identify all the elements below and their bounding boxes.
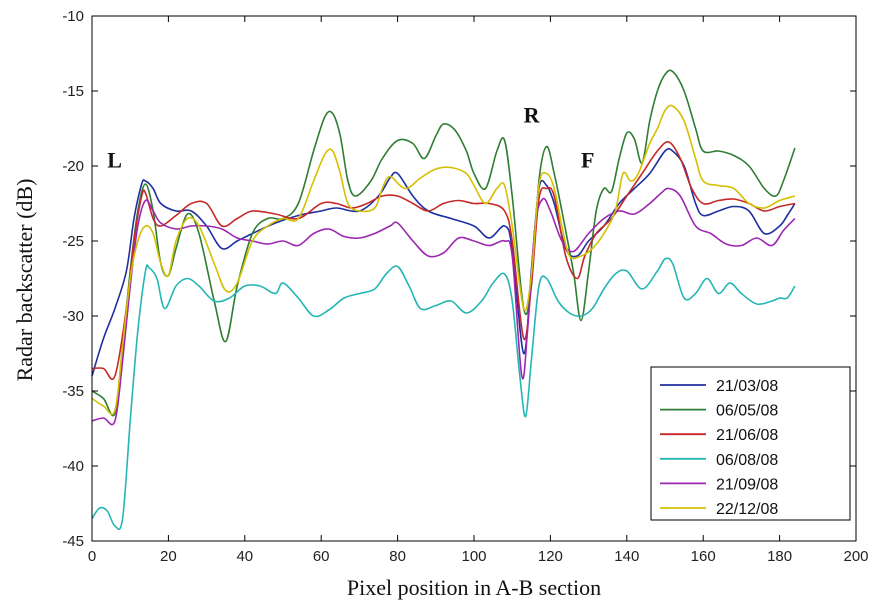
x-tick-label: 20 xyxy=(160,548,177,565)
series-line-5 xyxy=(91,104,796,416)
annotation-label: R xyxy=(524,103,541,128)
x-tick-label: 0 xyxy=(88,548,96,565)
legend-box xyxy=(650,366,851,521)
x-tick-label: 200 xyxy=(843,548,868,565)
y-tick-label: -35 xyxy=(62,383,84,400)
x-tick-label: 100 xyxy=(461,548,486,565)
x-tick-label: 140 xyxy=(614,548,639,565)
y-tick-label: -25 xyxy=(62,233,84,250)
y-tick-label: -30 xyxy=(62,308,84,325)
annotation-label: L xyxy=(107,148,122,173)
legend-label: 21/03/08 xyxy=(716,378,778,395)
series-line-1 xyxy=(91,69,796,417)
legend-label: 06/05/08 xyxy=(716,403,778,420)
series-line-4 xyxy=(91,187,796,426)
legend-label: 22/12/08 xyxy=(716,501,778,518)
series-layer xyxy=(91,69,796,531)
legend-label: 21/06/08 xyxy=(716,427,778,444)
x-tick-label: 80 xyxy=(389,548,406,565)
plot-frame xyxy=(91,15,857,542)
y-tick-label: -40 xyxy=(62,458,84,475)
y-tick-label: -20 xyxy=(62,158,84,175)
tick-layer: 0 20 40 60 80 100 120 140 160 180 200 -45 -40 -35 -30 -… xyxy=(62,8,868,565)
legend-label: 06/08/08 xyxy=(716,452,778,469)
y-axis-title: Radar backscatter (dB) xyxy=(12,179,37,382)
series-line-3 xyxy=(91,257,796,531)
x-tick-label: 120 xyxy=(538,548,563,565)
y-tick-label: -10 xyxy=(62,8,84,25)
x-axis-title: Pixel position in A-B section xyxy=(347,575,601,600)
legend-label: 21/09/08 xyxy=(716,476,778,493)
series-line-2 xyxy=(91,141,796,381)
x-tick-label: 160 xyxy=(691,548,716,565)
y-tick-label: -45 xyxy=(62,533,84,550)
x-tick-label: 180 xyxy=(767,548,792,565)
x-tick-label: 40 xyxy=(236,548,253,565)
legend: 21/03/08 06/05/08 21/06/08 06/08/08 21/09/08… xyxy=(650,366,851,521)
y-tick-label: -15 xyxy=(62,83,84,100)
annotation-layer: L R F xyxy=(107,103,594,173)
annotation-label: F xyxy=(581,148,594,173)
x-tick-label: 60 xyxy=(313,548,330,565)
